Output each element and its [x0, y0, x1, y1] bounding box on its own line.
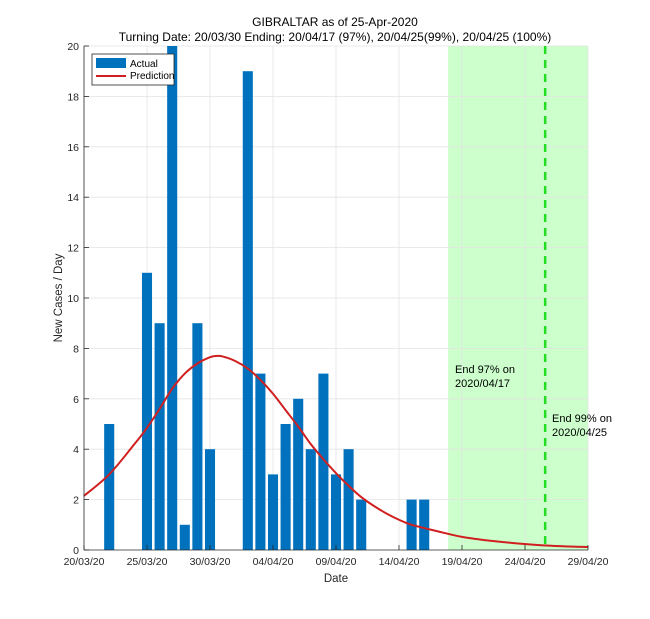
bar-actual [305, 449, 316, 550]
bar-actual [154, 323, 165, 550]
y-tick-label: 18 [67, 91, 79, 103]
legend-label-prediction: Prediction [130, 71, 174, 82]
x-tick-label: 04/04/20 [253, 556, 294, 568]
annotation-99-line2: 2020/04/25 [552, 427, 607, 439]
y-tick-label: 10 [67, 293, 79, 305]
bar-actual [343, 449, 354, 550]
y-tick-label: 8 [73, 343, 79, 355]
bar-actual [141, 272, 153, 550]
bar-actual [204, 449, 216, 550]
bar-actual [293, 398, 304, 550]
annotation-97-line2: 2020/04/17 [455, 378, 510, 390]
bar-actual [104, 424, 115, 550]
x-tick-label: 30/03/20 [190, 556, 231, 568]
chart-title: GIBRALTAR as of 25-Apr-2020 [252, 15, 418, 29]
bar-actual [192, 323, 203, 550]
prediction-line-group [83, 354, 589, 548]
prediction-line [83, 354, 589, 548]
bar-actual [255, 373, 266, 550]
x-tick-label: 14/04/20 [379, 556, 420, 568]
bar-actual [318, 373, 329, 550]
y-tick-label: 2 [73, 495, 79, 507]
x-tick-label: 19/04/20 [442, 556, 483, 568]
legend: Actual Prediction [91, 53, 174, 86]
bar-actual [242, 71, 253, 550]
y-tick-label: 0 [73, 545, 79, 557]
bar-actual [280, 424, 291, 550]
y-tick-label: 16 [67, 142, 79, 154]
x-tick-label: 24/04/20 [505, 556, 546, 568]
bars-actual [104, 46, 430, 550]
bar-actual [167, 46, 178, 550]
y-axis-label: New Cases / Day [53, 253, 65, 342]
x-tick-label: 09/04/20 [316, 556, 357, 568]
y-tick-label: 6 [73, 394, 79, 406]
y-tick-label: 4 [73, 444, 79, 456]
bar-actual [419, 499, 430, 550]
x-axis-label: Date [324, 573, 348, 585]
annotation-99-line1: End 99% on [552, 413, 612, 425]
x-tick-label: 29/04/20 [568, 556, 609, 568]
y-tick-label: 20 [67, 41, 79, 53]
y-tick-label: 14 [67, 192, 79, 204]
y-tick-label: 12 [67, 243, 79, 255]
legend-label-actual: Actual [130, 59, 158, 70]
bar-actual [330, 474, 342, 550]
x-tick-label: 20/03/20 [64, 556, 105, 568]
bar-actual [179, 524, 190, 550]
x-tick-label: 25/03/20 [127, 556, 168, 568]
bar-actual [356, 499, 367, 550]
legend-swatch-actual [96, 58, 126, 68]
chart-subtitle: Turning Date: 20/03/30 Ending: 20/04/17 … [119, 30, 552, 44]
annotation-97-line1: End 97% on [455, 364, 515, 376]
bar-actual [267, 474, 279, 550]
